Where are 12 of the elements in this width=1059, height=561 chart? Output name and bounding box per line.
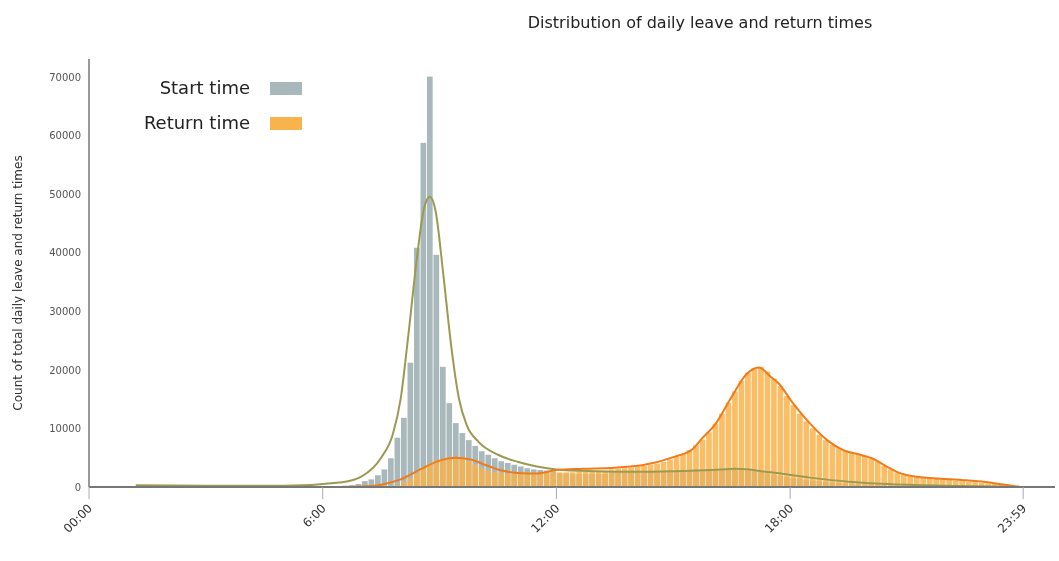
y-tick-label: 0 bbox=[74, 482, 81, 493]
y-axis-title: Count of total daily leave and return times bbox=[11, 155, 25, 411]
chart-title: Distribution of daily leave and return times bbox=[527, 13, 873, 32]
y-tick-label: 70000 bbox=[49, 71, 81, 83]
y-tick-label: 50000 bbox=[49, 188, 81, 200]
y-tick-label: 30000 bbox=[49, 306, 81, 318]
y-tick-label: 20000 bbox=[49, 364, 81, 376]
y-tick-label: 40000 bbox=[49, 247, 81, 259]
y-tick-label: 10000 bbox=[49, 423, 81, 435]
legend-label: Start time bbox=[159, 77, 250, 98]
y-tick-label: 60000 bbox=[49, 130, 81, 142]
legend-label: Return time bbox=[143, 112, 250, 133]
